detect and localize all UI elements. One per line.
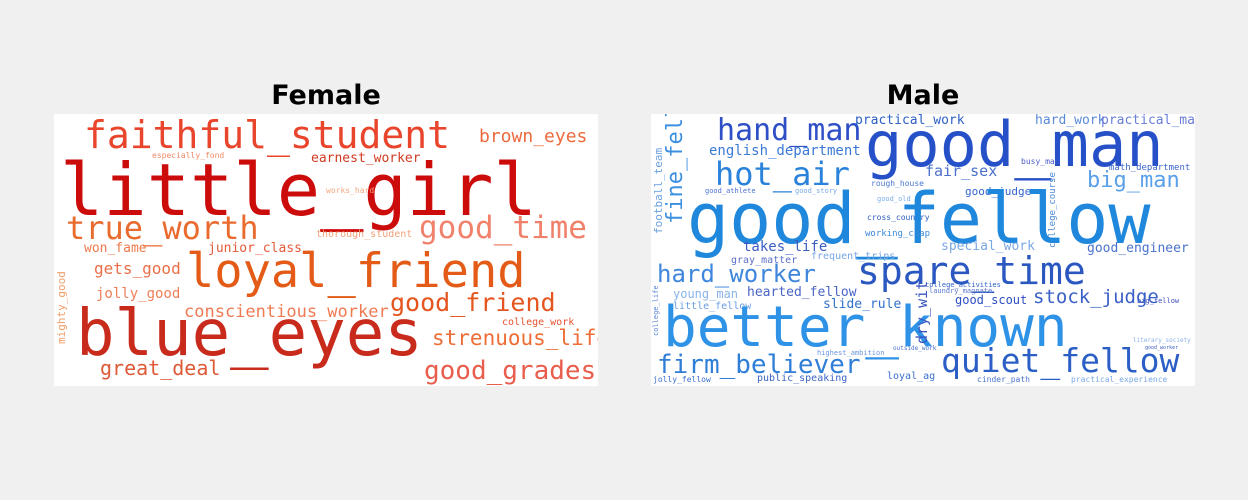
male-word: hot_air: [715, 155, 850, 193]
male-word: practical_man: [1101, 114, 1195, 128]
male-word: quiet_fellow: [941, 341, 1180, 380]
male-word: good_engineer: [1087, 241, 1189, 256]
female-word: little_girl: [60, 148, 537, 232]
male-word: public_speaking: [757, 373, 848, 384]
male-word: stock_judge: [1033, 286, 1159, 308]
male-word: rough_house: [871, 179, 924, 188]
female-word-cloud: faithful_student brown_eyes especially_fon…: [54, 114, 598, 386]
female-word: gets_good: [94, 259, 181, 278]
male-word: outside_work: [893, 345, 937, 352]
male-word: good_man: [865, 114, 1164, 181]
female-word: true_worth: [66, 209, 259, 247]
male-word: big_fellow: [1137, 297, 1180, 305]
female-word: mighty_good: [55, 271, 68, 344]
male-word: loyal_ag: [887, 371, 936, 382]
male-word: frequent_trips: [811, 251, 896, 262]
female-word: jolly_good: [96, 286, 181, 302]
male-word: laundry_magnate: [929, 287, 993, 295]
male-word-cloud: hand_man practical_work good_man hard_work p…: [651, 114, 1195, 386]
female-word: thorough_student: [316, 229, 413, 240]
female-word: blue_eyes: [76, 297, 423, 371]
male-word: special_work: [941, 239, 1035, 254]
male-word: good_story: [795, 187, 838, 195]
female-word: especially_fond: [152, 151, 225, 160]
female-word: brown_eyes: [479, 126, 588, 147]
male-word: practical_experience: [1071, 375, 1168, 384]
male-word: good_old: [877, 195, 911, 203]
male-word: slide_rule: [823, 297, 902, 312]
female-word: loyal_friend: [186, 244, 526, 299]
female-word: strenuous_life: [432, 326, 598, 350]
male-word: takes_life: [743, 239, 828, 255]
male-word: jolly_fellow: [653, 375, 711, 384]
male-word: good_athlete: [705, 187, 756, 195]
male-word: hard_worker: [657, 260, 816, 288]
female-word: won_fame: [84, 241, 147, 256]
female-word: faithful_student: [84, 114, 451, 157]
male-word: math_department: [1109, 163, 1191, 173]
male-word: cross_country: [867, 213, 930, 222]
female-word: good_friend: [390, 288, 556, 317]
male-panel-title: Male: [886, 80, 960, 111]
male-word: english_department: [709, 143, 861, 159]
male-word: cinder_path: [977, 375, 1030, 384]
male-word: dry_wit: [913, 280, 931, 344]
male-word: young_man: [673, 287, 739, 301]
male-word: hearted_fellow: [747, 285, 857, 300]
male-word: good_fellow: [687, 178, 1151, 260]
female-word: great_deal: [100, 356, 221, 380]
male-word: spare_time: [857, 249, 1086, 293]
male-word: fair_sex: [925, 162, 998, 180]
male-word: gray_matter: [731, 255, 798, 266]
female-word: college_work: [502, 317, 575, 328]
female-word: works_hard: [326, 186, 375, 195]
male-word: busy_man: [1021, 157, 1060, 166]
male-word: little_fellow: [673, 301, 752, 312]
female-word: conscientious_worker: [184, 302, 389, 322]
male-word: big_man: [1087, 168, 1180, 193]
female-word: earnest_worker: [311, 151, 421, 166]
female-word: good_grades: [424, 356, 597, 386]
male-word: college_life: [652, 285, 660, 336]
male-word: good_worker: [1145, 345, 1179, 351]
female-panel-title: Female: [271, 80, 381, 111]
male-word: college_activities: [925, 281, 1001, 289]
male-word: good_judge: [965, 185, 1032, 198]
male-word: practical_work: [855, 114, 965, 128]
female-word: good_time: [419, 210, 587, 246]
male-word: firm_believer: [657, 350, 861, 380]
male-word: better_known: [663, 295, 1068, 360]
male-word: good_scout: [955, 293, 1028, 307]
male-word: highest_ambition: [817, 349, 885, 357]
male-word: hard_work: [1035, 114, 1106, 128]
male-word: literary_society: [1133, 337, 1191, 344]
male-word: working_chap: [865, 229, 931, 239]
female-word: junior_class: [208, 241, 302, 256]
male-word: hand_man: [717, 114, 862, 148]
male-word: fine_fellow: [663, 114, 688, 224]
